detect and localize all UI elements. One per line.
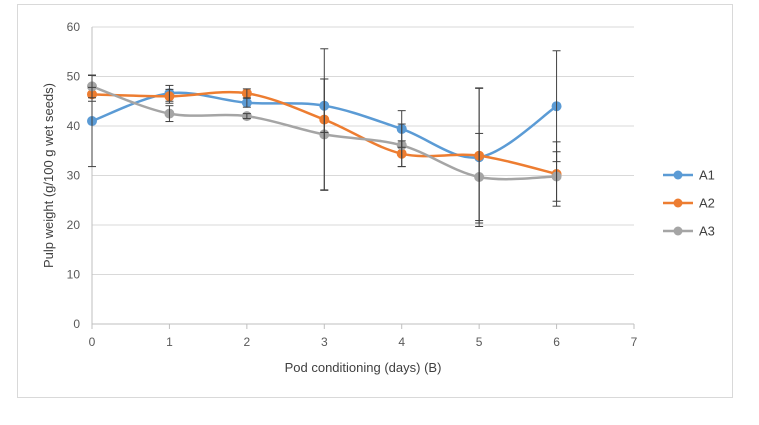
legend: A1 A2 A3	[663, 168, 715, 239]
x-tick-label: 7	[631, 335, 638, 349]
x-tick-label: 2	[244, 335, 251, 349]
legend-label: A3	[699, 224, 715, 239]
x-tick-label: 5	[476, 335, 483, 349]
y-axis-title: Pulp weight (g/100 g wet seeds)	[41, 83, 56, 268]
legend-label: A2	[699, 196, 715, 211]
chart-area	[17, 4, 733, 398]
y-tick-label: 10	[67, 268, 81, 282]
legend-swatch-marker	[673, 170, 683, 180]
legend-swatch-marker	[673, 226, 683, 236]
x-tick-label: 4	[398, 335, 405, 349]
y-tick-label: 30	[67, 169, 81, 183]
y-tick-label: 0	[73, 317, 80, 331]
y-tick-label: 50	[67, 70, 81, 84]
legend-swatch-marker	[673, 198, 683, 208]
x-tick-label: 0	[89, 335, 96, 349]
y-tick-label: 60	[67, 20, 81, 34]
y-tick-label: 20	[67, 218, 81, 232]
y-tick-label: 40	[67, 119, 81, 133]
x-tick-label: 6	[553, 335, 560, 349]
x-tick-label: 1	[166, 335, 173, 349]
error-bars-a3	[88, 74, 561, 222]
x-tick-label: 3	[321, 335, 328, 349]
legend-label: A1	[699, 168, 715, 183]
x-axis-title: Pod conditioning (days) (B)	[285, 360, 442, 375]
